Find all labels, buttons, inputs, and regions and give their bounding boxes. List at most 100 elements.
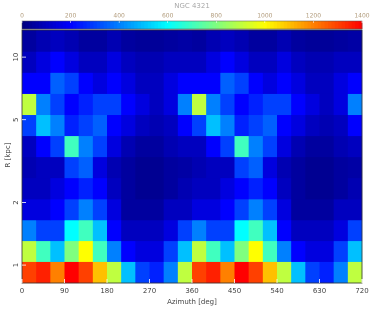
- heatmap-cell: [333, 93, 349, 116]
- colorbar-swatch: [90, 21, 94, 29]
- heatmap-cell: [149, 93, 165, 116]
- colorbar-swatch: [73, 21, 77, 29]
- heatmap-cell: [248, 135, 264, 158]
- y-tick-label: 2: [12, 200, 20, 204]
- heatmap-cell: [248, 51, 264, 73]
- colorbar-swatch: [28, 21, 33, 29]
- heatmap-cell: [347, 198, 363, 221]
- heatmap-cell: [36, 72, 51, 94]
- heatmap-cell: [121, 135, 136, 158]
- colorbar-tick-label: 1400: [354, 13, 369, 20]
- heatmap-cell: [333, 72, 349, 94]
- heatmap-cell: [50, 219, 65, 242]
- colorbar-tick-label: 1000: [257, 13, 272, 20]
- colorbar-swatch: [62, 21, 67, 29]
- heatmap-cell: [305, 114, 320, 137]
- colorbar-swatch: [158, 21, 162, 29]
- heatmap-cell: [92, 156, 108, 179]
- heatmap-cell: [220, 30, 235, 52]
- heatmap-cell: [163, 156, 179, 179]
- heatmap-cell: [319, 198, 335, 221]
- heatmap-cell: [234, 156, 250, 179]
- heatmap-cell: [333, 114, 349, 137]
- heatmap-cell: [50, 240, 65, 262]
- heatmap-cell: [277, 30, 292, 52]
- colorbar-swatch: [328, 21, 332, 29]
- colorbar-swatch: [198, 21, 203, 29]
- heatmap-cell: [177, 261, 193, 284]
- heatmap-cell: [234, 261, 250, 284]
- heatmap-cell: [206, 177, 221, 200]
- heatmap-cell: [262, 198, 278, 221]
- heatmap-cell: [177, 198, 193, 221]
- heatmap-cell: [92, 135, 108, 158]
- colorbar-swatch: [171, 21, 176, 29]
- heatmap-cell: [92, 261, 108, 284]
- heatmap-cell: [107, 240, 122, 262]
- colorbar-swatch: [124, 21, 128, 29]
- heatmap-cell: [192, 30, 207, 52]
- heatmap-cell: [36, 261, 51, 284]
- heatmap-cell: [149, 198, 165, 221]
- heatmap-cell: [248, 261, 264, 284]
- heatmap-cell: [291, 93, 306, 116]
- heatmap-cell: [177, 135, 193, 158]
- colorbar-swatch: [219, 21, 224, 29]
- heatmap-cell: [234, 240, 250, 262]
- heatmap-cell: [262, 261, 278, 284]
- colorbar-swatch: [161, 21, 166, 29]
- heatmap-cell: [220, 240, 235, 262]
- heatmap-cell: [248, 198, 264, 221]
- heatmap-cell: [78, 51, 94, 73]
- colorbar-swatch: [79, 21, 84, 29]
- heatmap-cell: [92, 198, 108, 221]
- colorbar-swatch: [256, 21, 261, 29]
- heatmap-cell: [50, 51, 65, 73]
- colorbar-swatch: [283, 21, 288, 29]
- heatmap-cell: [347, 72, 363, 94]
- colorbar-swatch: [358, 21, 363, 29]
- colorbar-swatch: [147, 21, 152, 29]
- heatmap-cell: [291, 156, 306, 179]
- heatmap-cell: [177, 93, 193, 116]
- colorbar-tick-label: 400: [113, 13, 125, 20]
- colorbar-swatch: [222, 21, 227, 29]
- colorbar-swatch: [188, 21, 193, 29]
- heatmap-cell: [248, 93, 264, 116]
- heatmap-cell: [36, 198, 51, 221]
- heatmap-cell: [234, 177, 250, 200]
- x-tick-label: 720: [355, 287, 368, 295]
- heatmap-cell: [192, 198, 207, 221]
- x-tick-label: 360: [185, 287, 198, 295]
- heatmap-cell: [333, 51, 349, 73]
- colorbar-swatch: [334, 21, 339, 29]
- colorbar-tick-label: 0: [20, 13, 24, 20]
- heatmap-cell: [291, 72, 306, 94]
- heatmap-cell: [220, 51, 235, 73]
- colorbar-swatch: [134, 21, 139, 29]
- heatmap-cell: [121, 114, 136, 137]
- heatmap-cell: [50, 261, 65, 284]
- heatmap-cell: [347, 261, 363, 284]
- heatmap-cell: [50, 30, 65, 52]
- colorbar-swatch: [113, 21, 118, 29]
- heatmap-cell: [36, 93, 51, 116]
- colorbar-swatch: [294, 21, 298, 29]
- colorbar-swatch: [100, 21, 105, 29]
- heatmap-cell: [107, 135, 122, 158]
- heatmap-cell: [277, 51, 292, 73]
- heatmap-cell: [135, 114, 150, 137]
- colorbar-swatch: [130, 21, 135, 29]
- heatmap-cell: [277, 93, 292, 116]
- heatmap-cell: [277, 156, 292, 179]
- heatmap-cell: [92, 219, 108, 242]
- heatmap-cell: [163, 72, 179, 94]
- heatmap-cell: [347, 30, 363, 52]
- colorbar-swatch: [243, 21, 247, 29]
- heatmap-cell: [319, 114, 335, 137]
- heatmap-cell: [22, 156, 37, 179]
- heatmap-cell: [22, 72, 37, 94]
- heatmap-cell: [248, 156, 264, 179]
- heatmap-cell: [319, 156, 335, 179]
